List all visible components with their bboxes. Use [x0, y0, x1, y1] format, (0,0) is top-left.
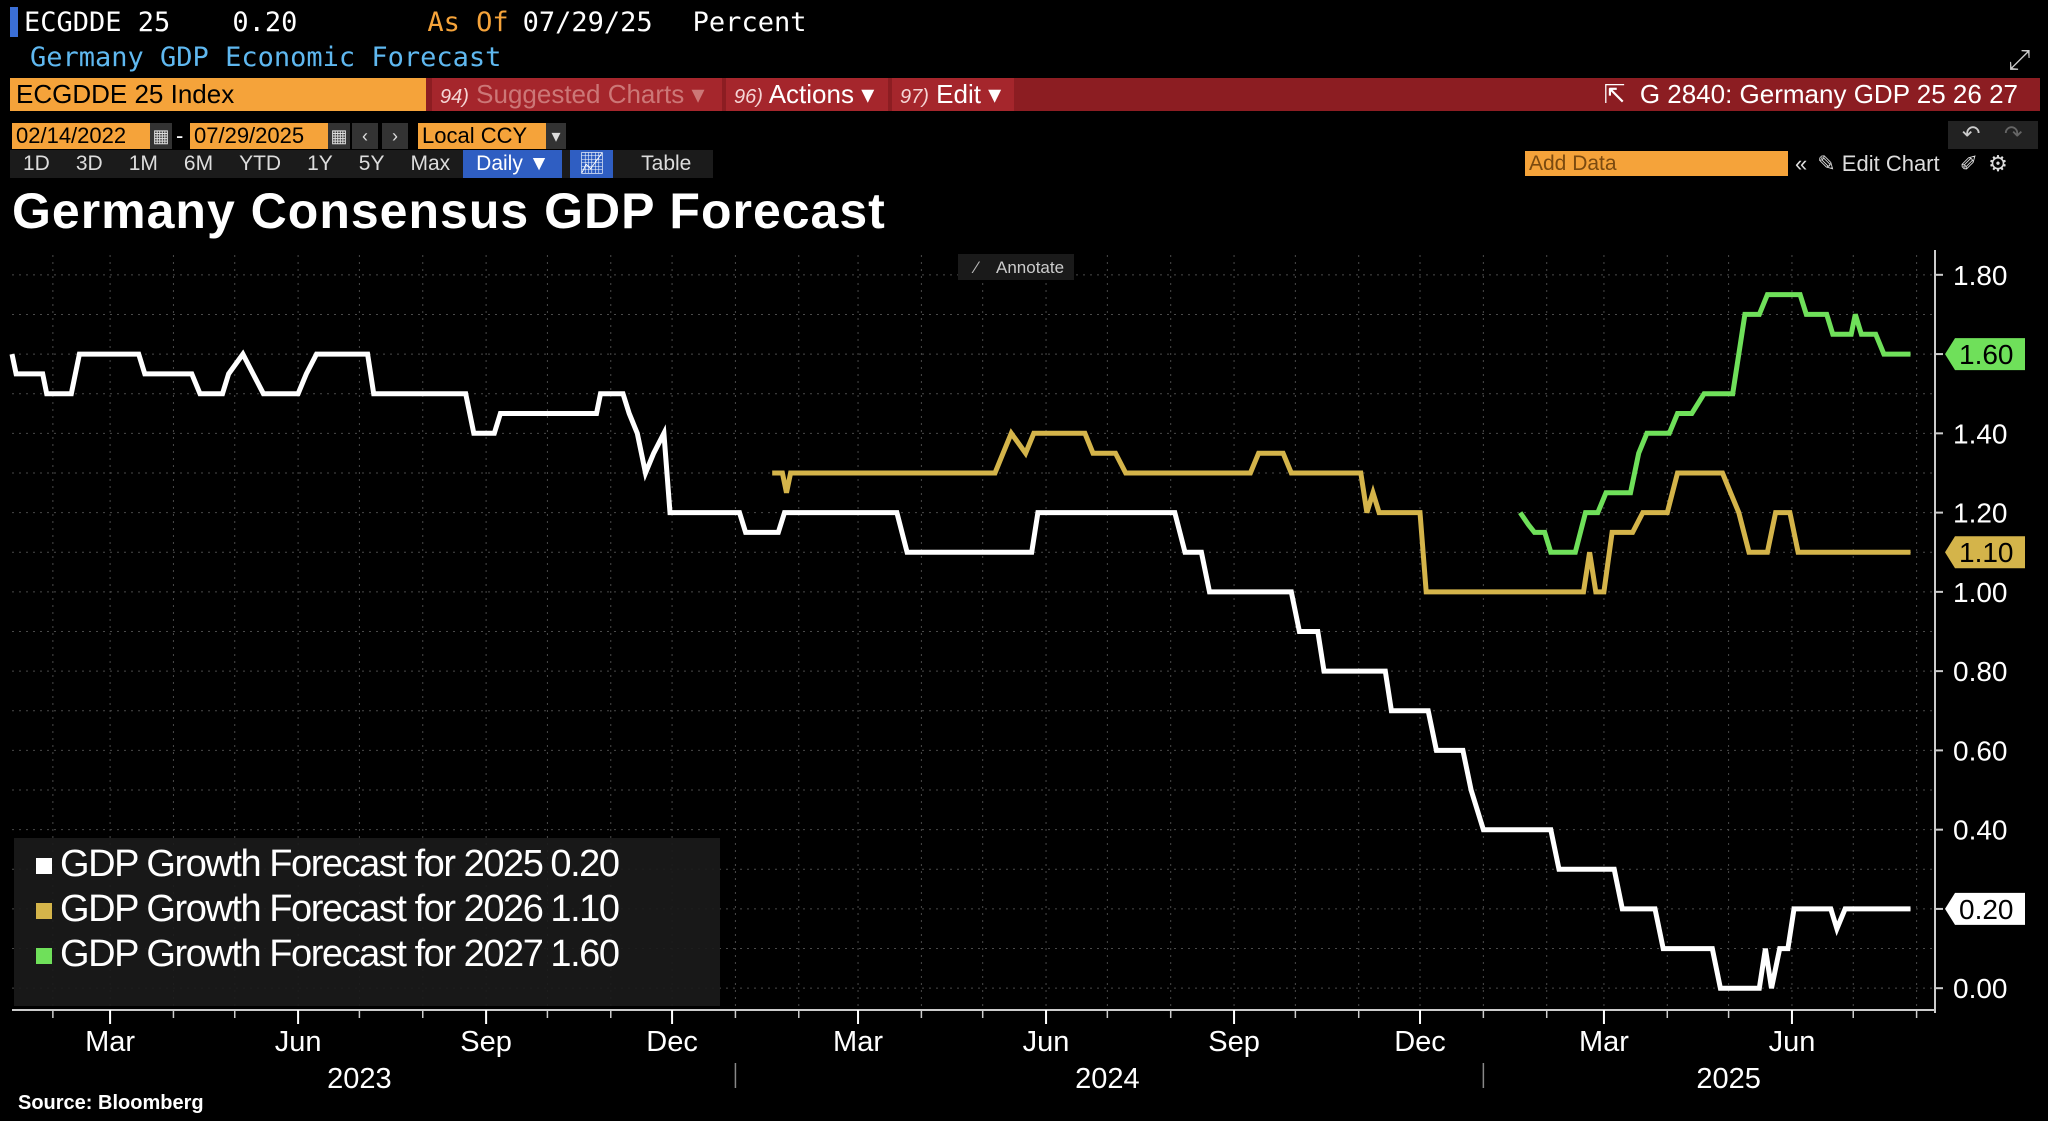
last-value-tag-2: 1.10 [1945, 536, 2025, 569]
x-tick-label: Sep [1208, 1026, 1260, 1058]
add-data-input[interactable]: Add Data [1525, 151, 1788, 176]
x-tick-label: Jun [1023, 1026, 1070, 1058]
year-dividers [734, 1063, 1485, 1088]
undo-icon[interactable]: ↶ [1962, 121, 1981, 146]
edit-lines-icon[interactable]: ✐ [1959, 151, 1979, 176]
period-1y[interactable]: 1Y [307, 152, 333, 175]
start-date-input[interactable]: 02/14/2022 [12, 123, 150, 149]
annotate-button[interactable]: ⁄ Annotate [958, 254, 1074, 280]
x-tick-label: Dec [1394, 1026, 1446, 1058]
y-tick-label: 1.20 [1953, 498, 2008, 529]
x-tick-label: Jun [275, 1026, 322, 1058]
last-value-tag-bg [1945, 892, 2025, 925]
last-value-text: 1.60 [1959, 339, 2014, 370]
x-tick-label: Mar [85, 1026, 135, 1058]
edit-chart-button[interactable]: ✎ Edit Chart [1817, 151, 1940, 176]
source-note: Source: Bloomberg [18, 1092, 204, 1114]
y-tick-label: 1.80 [1953, 260, 2008, 291]
suggested-charts-button[interactable]: 94) Suggested Charts ▾ [432, 78, 722, 111]
related-chart-link[interactable]: ⇱ G 2840: Germany GDP 25 26 27 [1603, 79, 2018, 109]
period-max[interactable]: Max [410, 152, 451, 175]
annotate-label: Annotate [996, 258, 1064, 277]
year-label: 2023 [327, 1063, 392, 1095]
launch-icon: ⇱ [1603, 79, 1626, 109]
settings-gear-icon[interactable]: ⚙ [1988, 151, 2008, 176]
last-value-tag-1: 0.20 [1945, 892, 2025, 925]
security-input[interactable]: ECGDDE 25 Index [10, 78, 426, 111]
last-value-tag-3: 1.60 [1945, 338, 2025, 371]
calendar-icon[interactable]: ▦ [150, 123, 172, 149]
ticker-value: 0.20 [232, 6, 298, 38]
next-period-button[interactable]: › [382, 123, 408, 149]
collapse-icon[interactable]: « [1795, 151, 1808, 176]
legend-label: GDP Growth Forecast for 2027 1.60 [60, 933, 620, 975]
annotate-icon: ⁄ [971, 258, 981, 277]
y-tick-label: 0.40 [1953, 815, 2008, 846]
y-tick-label: 1.00 [1953, 577, 2008, 608]
y-tick-label: 0.00 [1953, 973, 2008, 1004]
line-chart-icon[interactable]: 📈︎ [570, 150, 614, 178]
legend-swatch [36, 903, 52, 919]
legend-label: GDP Growth Forecast for 2026 1.10 [60, 888, 620, 930]
series-line-3 [1518, 292, 1911, 555]
period-6m[interactable]: 6M [183, 152, 214, 175]
last-value-tag-bg [1945, 338, 2025, 371]
edit-button[interactable]: 97) Edit ▾ [892, 78, 1014, 111]
period-3d[interactable]: 3D [75, 152, 103, 175]
legend-box [14, 838, 720, 1006]
ticker-label: ECGDDE 25 [24, 6, 171, 38]
chart-tools: « ✎ Edit Chart ✐ ⚙ [1795, 150, 2018, 178]
security-description: Germany GDP Economic Forecast [30, 42, 502, 73]
y-tick-label: 0.80 [1953, 656, 2008, 687]
period-5y[interactable]: 5Y [358, 152, 385, 175]
calendar-icon[interactable]: ▦ [328, 123, 350, 149]
redo-icon[interactable]: ↷ [2004, 121, 2023, 146]
period-1m[interactable]: 1M [128, 152, 158, 175]
year-label: 2025 [1696, 1063, 1761, 1095]
year-label: 2024 [1075, 1063, 1140, 1095]
chart-title: Germany Consensus GDP Forecast [12, 183, 886, 239]
x-tick-label: Sep [460, 1026, 512, 1058]
frequency-select[interactable]: Daily ▼ [463, 150, 563, 178]
as-of-date[interactable]: 07/29/25 [522, 6, 653, 38]
prev-period-button[interactable]: ‹ [352, 123, 378, 149]
legend-label: GDP Growth Forecast for 2025 0.20 [60, 843, 620, 885]
legend-swatch [36, 948, 52, 964]
x-tick-label: Mar [1579, 1026, 1629, 1058]
last-value-tag-bg [1945, 536, 2025, 569]
x-tick-label: Dec [646, 1026, 698, 1058]
last-value-text: 1.10 [1959, 537, 2014, 568]
y-tick-label: 0.60 [1953, 735, 2008, 766]
security-marker [10, 7, 18, 37]
date-separator: - [176, 123, 184, 148]
last-value-text: 0.20 [1959, 894, 2014, 925]
security-header: ECGDDE 25 0.20 As Of 07/29/25 Percent [10, 6, 806, 38]
currency-select[interactable]: Local CCY [418, 123, 546, 149]
end-date-input[interactable]: 07/29/2025 [190, 123, 328, 149]
x-tick-label: Mar [833, 1026, 883, 1058]
chevron-down-icon[interactable]: ▾ [546, 123, 566, 149]
table-view-button[interactable]: Table [641, 152, 692, 175]
x-tick-label: Jun [1769, 1026, 1816, 1058]
units-label: Percent [692, 6, 807, 38]
period-bar: 1D 3D 1M 6M YTD 1Y 5Y Max Daily ▼ 📈︎ Tab… [10, 150, 714, 178]
undo-redo-group: ↶ ↷ [1948, 121, 2038, 149]
expand-icon[interactable]: ⤢ [2008, 44, 2031, 75]
y-tick-label: 1.40 [1953, 418, 2008, 449]
series-line-1 [9, 349, 1911, 991]
actions-button[interactable]: 96) Actions ▾ [726, 78, 888, 111]
last-value-labels: 0.20 1.10 1.60 [1945, 338, 2025, 925]
series-lines [9, 292, 1911, 991]
legend-swatch [36, 858, 52, 874]
period-ytd[interactable]: YTD [239, 152, 282, 175]
period-1d[interactable]: 1D [23, 152, 50, 175]
series-line-2 [772, 428, 1911, 595]
as-of-label: As Of [427, 6, 509, 38]
